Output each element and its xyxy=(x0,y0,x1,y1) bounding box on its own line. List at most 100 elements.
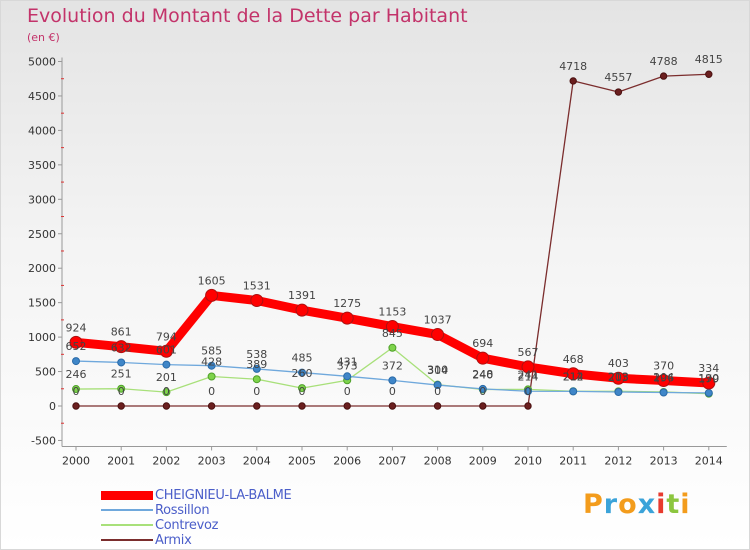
x-tick-label: 2003 xyxy=(198,454,226,467)
data-point xyxy=(431,328,445,342)
x-tick-label: 2011 xyxy=(559,454,587,467)
data-label: 4815 xyxy=(695,53,723,66)
data-label: 0 xyxy=(525,385,532,398)
x-tick-label: 2007 xyxy=(378,454,406,467)
logo-letter: o xyxy=(618,489,638,520)
legend-item-rossillon: Rossillon xyxy=(101,502,210,518)
data-label: 201 xyxy=(156,371,177,384)
data-point xyxy=(159,344,173,358)
data-label: 431 xyxy=(337,355,358,368)
logo-letter: x xyxy=(637,489,657,520)
data-point xyxy=(298,384,306,393)
data-label: 538 xyxy=(246,348,267,361)
data-point xyxy=(343,372,352,381)
data-label: 370 xyxy=(653,360,674,373)
data-point xyxy=(295,303,309,317)
data-label: 372 xyxy=(382,359,403,372)
data-label: 1605 xyxy=(198,274,226,287)
data-label: 468 xyxy=(563,353,584,366)
data-label: 0 xyxy=(253,385,260,398)
data-label: 0 xyxy=(73,385,80,398)
data-point xyxy=(611,371,625,385)
legend-label-contrevoz: Contrevoz xyxy=(155,517,219,533)
data-label: 1275 xyxy=(333,297,361,310)
data-point xyxy=(702,376,716,390)
y-tick-label: 4000 xyxy=(28,124,56,137)
data-label: 694 xyxy=(472,337,493,350)
data-point xyxy=(72,357,80,366)
y-tick-label: 3500 xyxy=(28,159,56,172)
data-point xyxy=(162,388,171,397)
x-tick-label: 2010 xyxy=(514,454,542,467)
data-point xyxy=(162,402,171,410)
x-tick-label: 2013 xyxy=(650,454,678,467)
data-label: 0 xyxy=(118,385,125,398)
data-point xyxy=(521,360,535,374)
y-tick-label: 2500 xyxy=(28,228,56,241)
logo-letter: i xyxy=(656,489,667,520)
chart-title: Evolution du Montant de la Dette par Hab… xyxy=(27,5,468,27)
data-label: 196 xyxy=(653,371,674,384)
data-label: 214 xyxy=(518,370,539,383)
data-point xyxy=(385,320,399,334)
data-label: 924 xyxy=(66,321,87,334)
data-label: 334 xyxy=(698,362,719,375)
data-point xyxy=(117,384,126,393)
x-tick-label: 2012 xyxy=(604,454,632,467)
data-point xyxy=(252,364,261,373)
data-point xyxy=(659,388,668,397)
data-label: 0 xyxy=(163,385,170,398)
data-point xyxy=(117,402,125,410)
data-point xyxy=(298,402,306,410)
data-label: 428 xyxy=(201,356,222,369)
x-tick-label: 2002 xyxy=(152,454,180,467)
data-label: 190 xyxy=(698,372,719,385)
data-point xyxy=(162,360,171,369)
data-point xyxy=(704,388,713,397)
y-tick-label: 5000 xyxy=(28,56,56,69)
y-tick-label: 1000 xyxy=(28,331,56,344)
data-label: 4788 xyxy=(650,55,678,68)
proxiti-logo: Proxiti xyxy=(583,489,691,520)
data-label: 241 xyxy=(518,368,539,381)
data-point xyxy=(250,294,264,308)
data-point xyxy=(659,72,668,80)
data-point xyxy=(705,70,713,78)
data-label: 248 xyxy=(472,368,493,381)
data-point xyxy=(340,311,354,325)
data-label: 304 xyxy=(427,364,448,377)
y-tick-label: 1500 xyxy=(28,297,56,310)
data-label: 861 xyxy=(111,326,132,339)
data-point xyxy=(388,402,397,410)
legend-item-contrevoz: Contrevoz xyxy=(101,517,219,533)
data-label: 373 xyxy=(337,359,358,372)
data-label: 1153 xyxy=(378,306,406,319)
data-label: 585 xyxy=(201,345,222,358)
data-label: 214 xyxy=(563,370,584,383)
data-label: 0 xyxy=(299,385,306,398)
data-point xyxy=(524,402,532,410)
y-tick-label: 0 xyxy=(49,400,56,413)
legend-label-cheignieu: CHEIGNIEU-LA-BALME xyxy=(155,487,292,503)
x-tick-label: 2009 xyxy=(469,454,497,467)
data-label: 4718 xyxy=(559,60,587,73)
data-point xyxy=(614,88,623,96)
data-label: 403 xyxy=(608,357,629,370)
data-label: 203 xyxy=(608,371,629,384)
y-tick-label: 4500 xyxy=(28,90,56,103)
data-label: 1391 xyxy=(288,289,316,302)
data-point xyxy=(207,402,216,410)
data-label: 652 xyxy=(66,340,87,353)
data-point xyxy=(205,288,219,302)
y-tick-label: 2000 xyxy=(28,262,56,275)
legend-label-rossillon: Rossillon xyxy=(155,502,210,518)
data-label: 310 xyxy=(427,364,448,377)
y-tick-label: 3000 xyxy=(28,193,56,206)
x-tick-label: 2008 xyxy=(424,454,452,467)
data-point xyxy=(566,367,580,381)
data-label: 240 xyxy=(472,368,493,381)
data-label: 1037 xyxy=(424,314,452,327)
logo-letter: t xyxy=(666,489,681,520)
